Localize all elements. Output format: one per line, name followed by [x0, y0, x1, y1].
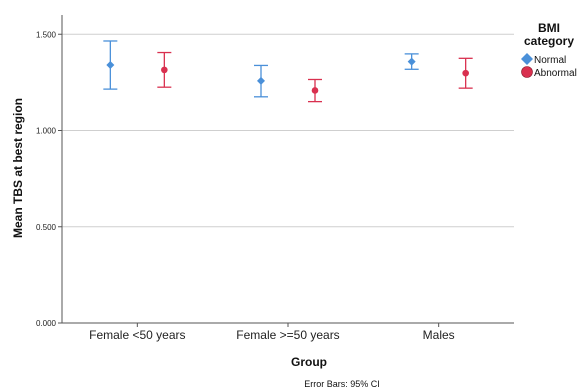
y-axis-title: Mean TBS at best region	[11, 98, 25, 238]
mean-point-diamond	[106, 61, 115, 70]
mean-point-diamond	[257, 76, 265, 85]
y-tick-label: 0.500	[36, 223, 57, 232]
y-tick-label: 1.500	[36, 30, 57, 39]
legend-label-normal: Normal	[534, 55, 566, 66]
x-category-labels: Female <50 years Female >=50 years Males	[89, 323, 455, 342]
y-tick-label: 1.000	[36, 127, 57, 136]
legend-label-abnormal: Abnormal	[534, 68, 577, 79]
x-category-label: Female <50 years	[89, 328, 185, 342]
mean-point-circle	[161, 66, 168, 74]
axes	[61, 15, 514, 324]
error-bar-abnormal	[458, 57, 473, 89]
error-bar-abnormal	[157, 51, 172, 88]
legend-title-line-2: category	[524, 34, 574, 48]
gridlines	[62, 33, 514, 228]
mean-point-diamond	[407, 57, 416, 66]
x-category-label: Males	[423, 328, 455, 342]
legend-items: Normal Abnormal	[521, 53, 577, 79]
error-bar-normal	[254, 64, 268, 98]
series-marks	[103, 40, 473, 103]
error-bar-normal	[103, 40, 118, 90]
mean-point-circle	[462, 69, 469, 77]
y-tick-label: 0.000	[36, 319, 57, 328]
legend-marker-circle	[521, 66, 533, 78]
x-category-label: Female >=50 years	[236, 328, 339, 342]
y-tick-labels: 0.000 0.500 1.000 1.500	[36, 30, 62, 328]
x-axis-title: Group	[291, 355, 327, 369]
error-bar-normal	[404, 53, 419, 70]
mean-point-circle	[311, 87, 319, 94]
error-bar-abnormal	[308, 78, 322, 103]
legend: BMI category Normal Abnormal	[521, 21, 577, 79]
legend-title-line-1: BMI	[538, 21, 560, 35]
error-bars-footnote: Error Bars: 95% CI	[304, 379, 380, 389]
legend-marker-diamond	[521, 53, 533, 65]
